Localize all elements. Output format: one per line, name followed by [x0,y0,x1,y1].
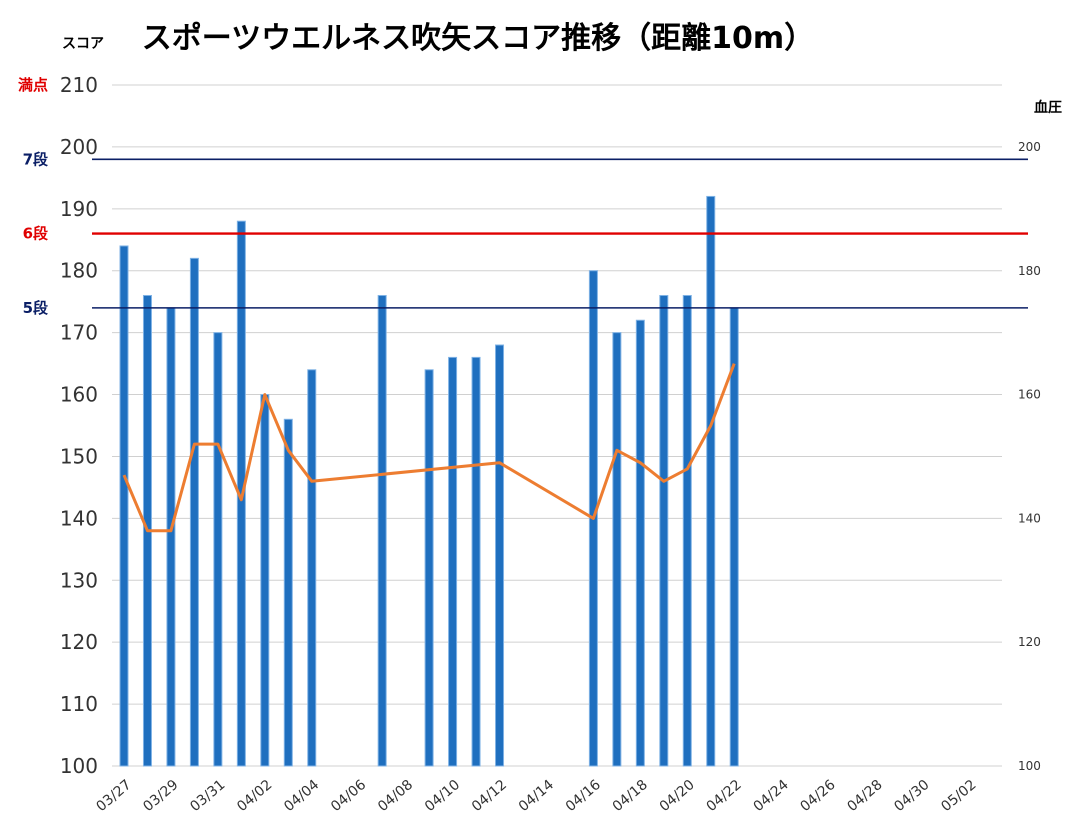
x-tick-label: 04/22 [704,777,745,815]
bar [495,344,505,767]
y-right-tick-label: 180 [1018,264,1041,278]
reference-label: 5段 [23,299,48,317]
reference-label: 7段 [23,150,48,168]
bar [189,257,199,767]
y-tick-label: 180 [60,259,98,283]
bar [377,294,387,767]
reference-lines: 満点 7段 6段 5段 [18,76,1028,317]
y-right-tick-label: 160 [1018,388,1041,402]
bar [612,332,622,767]
bar [283,418,293,767]
bar [424,369,434,767]
y-tick-label: 120 [60,630,98,654]
x-tick-label: 04/04 [281,777,322,815]
y-tick-label: 160 [60,383,98,407]
x-tick-label: 04/24 [751,777,792,815]
y-tick-label: 130 [60,568,98,592]
y-right-tick-label: 120 [1018,635,1041,649]
bar [213,332,223,767]
bar [659,294,669,767]
x-tick-label: 03/31 [187,777,228,815]
reference-label: 満点 [18,76,48,94]
y-tick-label: 140 [60,506,98,530]
left-y-axis: 100 110 120 130 140 150 160 170 180 190 200 210 [60,73,98,778]
y-tick-label: 200 [60,135,98,159]
x-tick-label: 04/28 [844,777,885,815]
bar [260,394,270,767]
x-tick-label: 04/20 [657,777,698,815]
chart-title: スポーツウエルネス吹矢スコア推移（距離10m） [142,21,814,56]
y-tick-label: 100 [60,754,98,778]
y-right-tick-label: 100 [1018,759,1041,773]
x-tick-label: 03/29 [140,777,181,815]
x-tick-label: 04/02 [234,777,275,815]
y-tick-label: 170 [60,321,98,345]
line-series [122,363,736,533]
bar [682,294,692,767]
x-tick-label: 04/26 [797,777,838,815]
bar [729,307,739,767]
right-axis-label: 血圧 [1034,99,1062,116]
x-tick-label: 04/18 [610,777,651,815]
bar [448,356,458,767]
x-tick-label: 04/12 [469,777,510,815]
bar [635,319,645,767]
bar [706,195,716,767]
x-tick-label: 04/06 [328,777,369,815]
y-right-tick-label: 200 [1018,140,1041,154]
x-tick-label: 05/02 [938,777,979,815]
reference-label: 6段 [23,225,48,243]
y-tick-label: 210 [60,73,98,97]
x-tick-label: 04/14 [516,777,557,815]
bar [119,245,129,767]
y-tick-label: 110 [60,692,98,716]
bar [471,356,481,767]
y-tick-label: 190 [60,197,98,221]
x-tick-label: 04/30 [891,777,932,815]
x-tick-label: 03/27 [93,777,134,815]
left-axis-label: スコア [62,36,104,52]
bar [307,369,317,767]
bar [166,307,176,767]
right-y-axis: 100 120 140 160 180 200 [1018,140,1041,773]
bar-series [119,195,739,767]
x-axis: 03/27 03/29 03/31 04/02 04/04 04/06 04/08 04/10… [93,777,979,815]
x-tick-label: 04/08 [375,777,416,815]
x-tick-label: 04/16 [563,777,604,815]
x-tick-label: 04/10 [422,777,463,815]
y-right-tick-label: 140 [1018,511,1041,525]
y-tick-label: 150 [60,444,98,468]
